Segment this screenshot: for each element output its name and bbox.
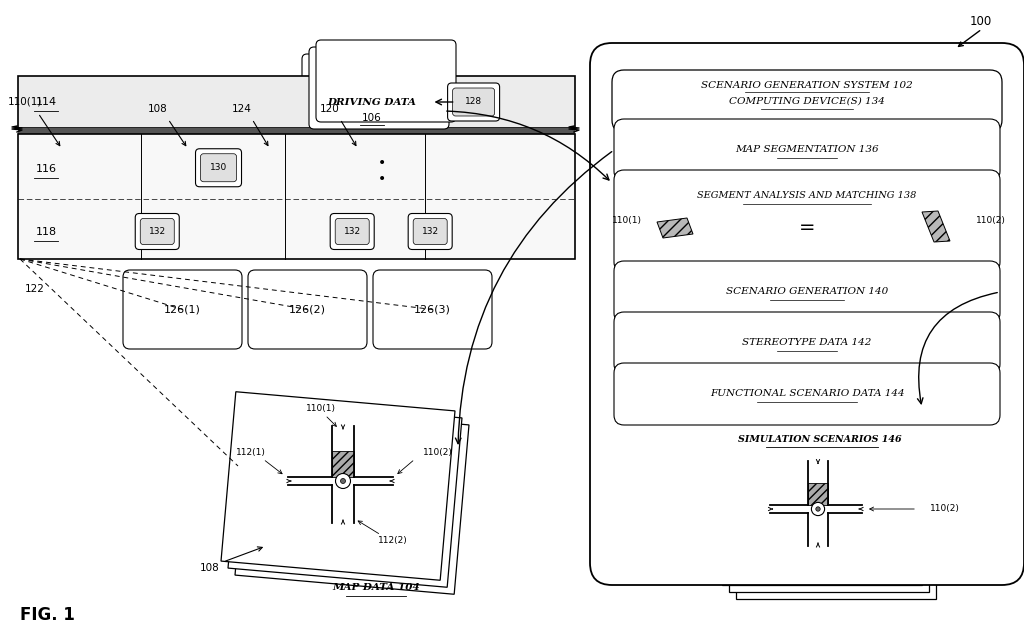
Text: 108: 108 <box>148 104 168 114</box>
FancyBboxPatch shape <box>335 219 370 244</box>
Circle shape <box>336 474 350 488</box>
Text: 126(3): 126(3) <box>414 304 451 315</box>
Text: 116: 116 <box>36 164 57 174</box>
Text: SEGMENT ANALYSIS AND MATCHING 138: SEGMENT ANALYSIS AND MATCHING 138 <box>697 192 916 201</box>
Text: 100: 100 <box>970 15 992 28</box>
FancyBboxPatch shape <box>140 219 174 244</box>
Bar <box>729 420 929 592</box>
FancyBboxPatch shape <box>373 270 492 349</box>
Text: 132: 132 <box>344 227 360 236</box>
Text: 124: 124 <box>232 104 252 114</box>
FancyBboxPatch shape <box>614 261 1000 323</box>
FancyBboxPatch shape <box>453 88 495 116</box>
Bar <box>228 399 462 587</box>
Text: 122: 122 <box>25 284 45 294</box>
Bar <box>236 406 469 594</box>
FancyBboxPatch shape <box>409 213 453 249</box>
Text: 132: 132 <box>148 227 166 236</box>
Text: SCENARIO GENERATION SYSTEM 102: SCENARIO GENERATION SYSTEM 102 <box>701 81 912 90</box>
FancyBboxPatch shape <box>248 270 367 349</box>
FancyBboxPatch shape <box>302 54 442 136</box>
FancyBboxPatch shape <box>309 47 449 129</box>
Polygon shape <box>808 483 827 505</box>
Text: 108: 108 <box>200 563 220 573</box>
FancyBboxPatch shape <box>123 270 242 349</box>
FancyBboxPatch shape <box>612 70 1002 132</box>
FancyBboxPatch shape <box>413 219 447 244</box>
Text: MAP DATA 104: MAP DATA 104 <box>332 583 420 592</box>
Bar <box>736 427 936 599</box>
Text: 106: 106 <box>362 113 382 123</box>
Text: MAP SEGMENTATION 136: MAP SEGMENTATION 136 <box>735 146 879 154</box>
Text: FUNCTIONAL SCENARIO DATA 144: FUNCTIONAL SCENARIO DATA 144 <box>710 390 904 399</box>
Bar <box>18 76 575 128</box>
Text: 112(1): 112(1) <box>237 449 266 458</box>
FancyBboxPatch shape <box>330 213 374 249</box>
FancyBboxPatch shape <box>590 43 1024 585</box>
Text: 114: 114 <box>36 97 57 107</box>
Text: 110(1): 110(1) <box>306 404 336 413</box>
FancyBboxPatch shape <box>447 83 500 121</box>
Bar <box>18 134 575 259</box>
Text: 130: 130 <box>210 163 227 172</box>
Text: 118: 118 <box>36 226 57 237</box>
Text: SCENARIO GENERATION 140: SCENARIO GENERATION 140 <box>726 288 888 297</box>
Text: •: • <box>378 172 386 186</box>
Text: DRIVING DATA: DRIVING DATA <box>328 97 417 106</box>
Text: 110(2): 110(2) <box>976 215 1006 224</box>
Text: FIG. 1: FIG. 1 <box>20 606 75 624</box>
Text: 126(1): 126(1) <box>164 304 201 315</box>
Text: 112(2): 112(2) <box>378 537 408 545</box>
FancyArrowPatch shape <box>918 292 997 404</box>
FancyBboxPatch shape <box>201 154 237 182</box>
FancyBboxPatch shape <box>614 170 1000 272</box>
Text: =: = <box>799 217 815 237</box>
FancyBboxPatch shape <box>196 149 242 187</box>
Polygon shape <box>332 451 354 477</box>
Text: 120: 120 <box>321 104 340 114</box>
Text: 132: 132 <box>422 227 438 236</box>
Text: SIMULATION SCENARIOS 146: SIMULATION SCENARIOS 146 <box>738 435 902 444</box>
Bar <box>18 128 575 134</box>
Polygon shape <box>657 218 693 238</box>
Text: 110(2): 110(2) <box>930 504 959 513</box>
FancyBboxPatch shape <box>316 40 456 122</box>
Text: 110(1): 110(1) <box>8 96 42 106</box>
Bar <box>221 392 455 580</box>
Text: COMPUTING DEVICE(S) 134: COMPUTING DEVICE(S) 134 <box>729 97 885 106</box>
FancyBboxPatch shape <box>614 119 1000 181</box>
FancyBboxPatch shape <box>135 213 179 249</box>
Circle shape <box>341 478 345 483</box>
Text: 126(2): 126(2) <box>289 304 326 315</box>
Circle shape <box>816 507 820 512</box>
Text: 110(1): 110(1) <box>612 215 642 224</box>
Polygon shape <box>922 211 950 242</box>
Circle shape <box>811 503 824 515</box>
Bar <box>722 413 922 585</box>
FancyBboxPatch shape <box>614 363 1000 425</box>
FancyBboxPatch shape <box>614 312 1000 374</box>
Text: STEREOTYPE DATA 142: STEREOTYPE DATA 142 <box>742 338 871 347</box>
Text: •: • <box>378 156 386 170</box>
Text: 128: 128 <box>465 97 482 106</box>
Text: 110(2): 110(2) <box>423 449 453 458</box>
FancyArrowPatch shape <box>456 152 611 444</box>
